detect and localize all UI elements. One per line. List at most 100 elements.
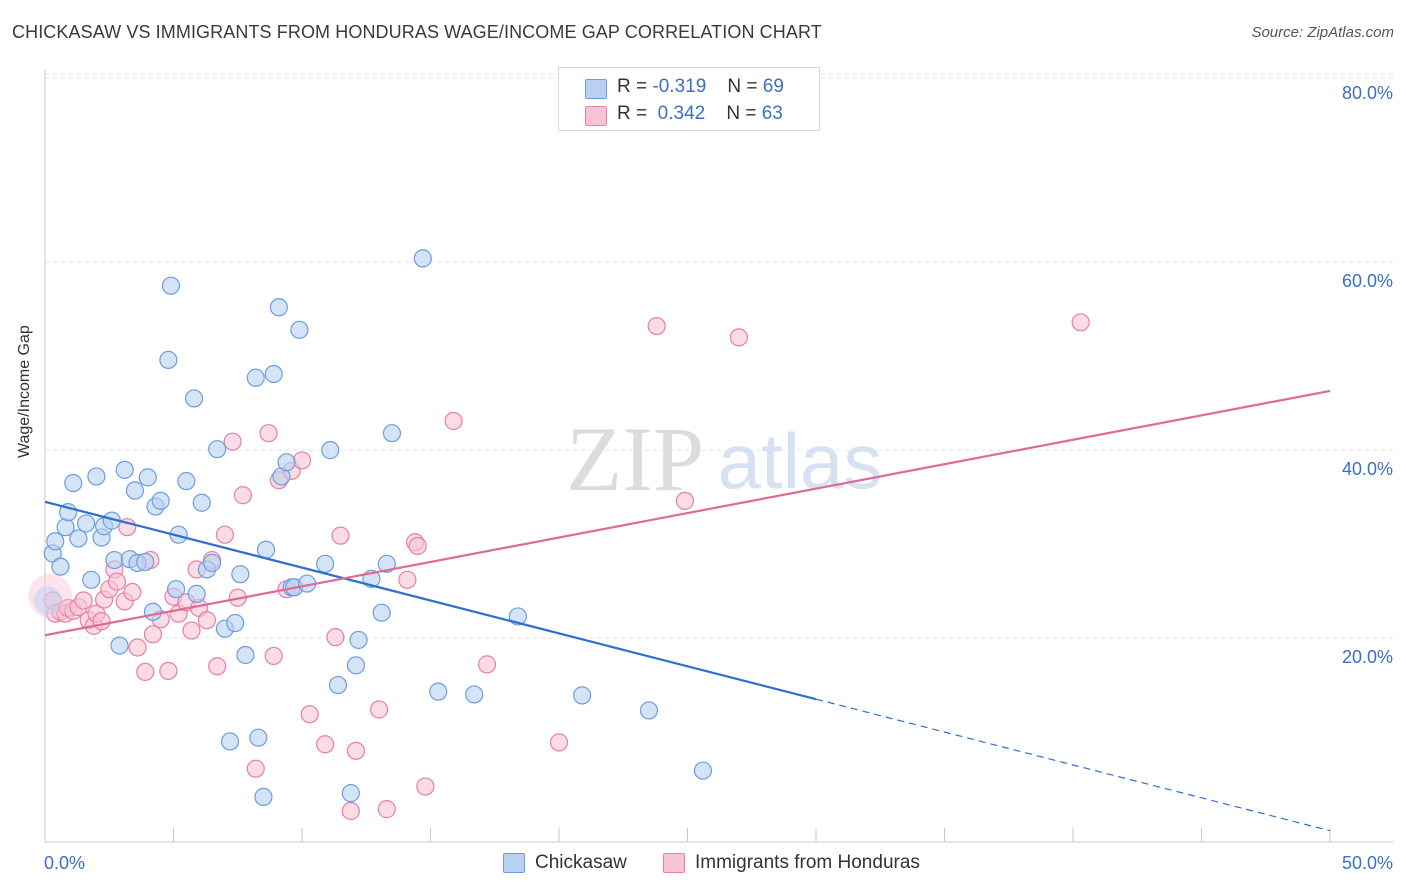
legend-n-label: N =	[727, 76, 758, 97]
chickasaw-point	[328, 675, 348, 695]
chickasaw-point	[208, 440, 227, 459]
chickasaw-point	[382, 424, 402, 443]
chickasaw-point	[166, 580, 186, 599]
chickasaw-point	[341, 784, 360, 803]
honduras-point	[92, 612, 111, 631]
y-tick-label: 20.0%	[1342, 647, 1393, 667]
chart-title: CHICKASAW VS IMMIGRANTS FROM HONDURAS WA…	[12, 22, 822, 42]
chickasaw-point	[77, 514, 96, 533]
honduras-point	[647, 316, 666, 336]
honduras-point	[215, 525, 234, 544]
chickasaw-point	[187, 584, 206, 604]
y-tick-label: 40.0%	[1342, 459, 1393, 479]
chickasaw-point	[110, 636, 129, 655]
chickasaw-cluster	[33, 586, 62, 615]
chickasaw-point	[573, 686, 592, 705]
source-label: Source: ZipAtlas.com	[1251, 24, 1394, 41]
honduras-point	[74, 591, 93, 610]
watermark: ZIP atlas	[566, 408, 882, 510]
chickasaw-point	[321, 441, 340, 460]
chickasaw-point	[349, 630, 368, 650]
chickasaw-trend-line	[44, 500, 817, 701]
honduras-point	[208, 657, 227, 676]
honduras-point	[259, 424, 278, 443]
honduras-point	[444, 411, 463, 431]
honduras-point	[159, 661, 178, 681]
chickasaw-point	[693, 761, 713, 780]
x-tick-label: 0.0%	[44, 853, 85, 873]
chickasaw-point	[220, 732, 240, 751]
y-axis-label: Wage/Income Gap	[16, 325, 33, 458]
honduras-points	[28, 313, 1090, 821]
chickasaw-point	[377, 554, 396, 573]
y-tick-label: 60.0%	[1342, 271, 1393, 291]
y-tick-label: 80.0%	[1342, 83, 1393, 103]
x-tick-label: 50.0%	[1342, 853, 1393, 873]
axes	[44, 70, 1393, 843]
chickasaw-point	[51, 557, 70, 576]
honduras-point	[316, 735, 335, 754]
legend-r-label: R =	[617, 103, 648, 124]
correlation-legend: R = -0.319 N = 69 R = 0.342 N = 63	[558, 67, 820, 131]
chickasaw-point	[264, 364, 283, 384]
chickasaw-point	[372, 603, 391, 622]
chickasaw-point	[236, 645, 255, 665]
honduras-point	[264, 646, 283, 666]
chickasaw-point	[277, 453, 296, 472]
legend-r-label: R =	[617, 76, 648, 97]
chickasaw-point	[246, 368, 265, 387]
honduras-point	[300, 705, 319, 724]
honduras-point	[729, 328, 749, 347]
legend-swatch-chickasaw	[585, 79, 607, 99]
honduras-point	[223, 432, 242, 451]
chickasaw-point	[64, 473, 83, 493]
honduras-point	[549, 733, 569, 752]
chickasaw-point	[231, 565, 250, 584]
series-swatch-honduras	[663, 853, 685, 873]
chickasaw-point	[202, 553, 222, 572]
chickasaw-point	[115, 460, 134, 479]
chickasaw-point	[346, 656, 366, 675]
series-label-honduras: Immigrants from Honduras	[695, 852, 920, 873]
honduras-point	[326, 628, 345, 647]
honduras-point	[128, 638, 147, 657]
honduras-point	[675, 491, 695, 510]
chickasaw-point	[46, 532, 65, 551]
chickasaw-point	[413, 249, 432, 268]
chickasaw-point	[177, 472, 196, 491]
chickasaw-point	[290, 320, 309, 339]
honduras-trend-line	[44, 389, 1331, 637]
legend-n-value-chickasaw: 69	[762, 76, 784, 97]
honduras-point	[1071, 313, 1090, 332]
chickasaw-point	[138, 468, 157, 487]
legend-swatch-honduras	[585, 106, 607, 126]
legend-n-value-honduras: 63	[761, 103, 783, 124]
chickasaw-point	[125, 481, 145, 500]
honduras-point	[107, 572, 127, 591]
chickasaw-point	[316, 554, 335, 573]
series-label-chickasaw: Chickasaw	[535, 852, 627, 873]
honduras-point	[408, 536, 427, 556]
honduras-point	[341, 801, 360, 821]
legend-r-value-honduras: 0.342	[657, 103, 706, 124]
chickasaw-point	[87, 467, 106, 486]
chickasaw-point	[256, 540, 276, 559]
tick-labels: 20.0% 40.0% 60.0% 80.0% 0.0% 50.0%	[44, 83, 1393, 873]
chickasaw-point	[159, 350, 178, 370]
honduras-point	[233, 486, 252, 505]
chickasaw-point	[269, 298, 288, 317]
chickasaw-point	[465, 685, 484, 704]
honduras-point	[331, 526, 350, 545]
honduras-point	[370, 700, 389, 719]
honduras-point	[143, 625, 163, 644]
chickasaw-trend-extension	[815, 698, 1331, 832]
chickasaw-point	[151, 491, 170, 510]
series-legend: Chickasaw Immigrants from Honduras	[0, 852, 1406, 876]
chickasaw-point	[69, 529, 88, 548]
series-swatch-chickasaw	[503, 853, 525, 873]
chickasaw-point	[161, 276, 181, 295]
honduras-point	[346, 741, 366, 760]
chickasaw-point	[639, 701, 659, 720]
chickasaw-point	[254, 787, 273, 806]
